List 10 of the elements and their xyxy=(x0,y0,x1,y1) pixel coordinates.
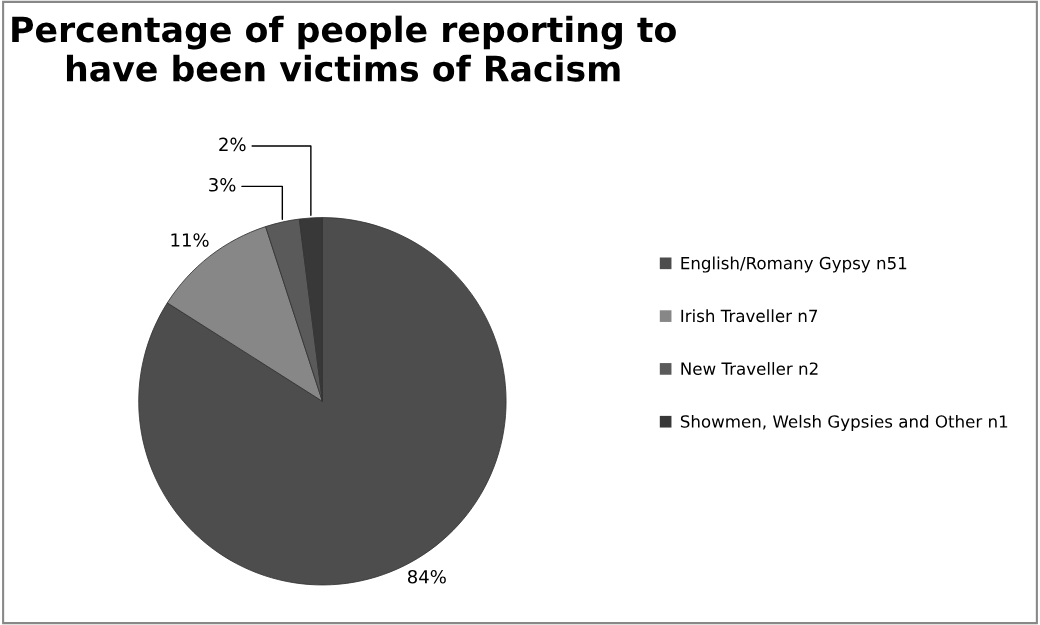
legend-label: Irish Traveller n7 xyxy=(681,309,818,323)
legend-label: Showmen, Welsh Gypsies and Other n1 xyxy=(680,414,1008,432)
data-label: 3% xyxy=(209,177,236,192)
legend-label: New Traveller n2 xyxy=(681,362,818,375)
legend-label: English/Romany Gypsy n51 xyxy=(681,256,907,273)
pie-slice xyxy=(138,217,507,586)
data-label: 2% xyxy=(219,137,246,152)
chart-title: Percentage of people reporting to have been victims of Racism xyxy=(12,15,676,82)
data-label: 11% xyxy=(171,233,209,247)
data-label: 84% xyxy=(407,569,446,584)
